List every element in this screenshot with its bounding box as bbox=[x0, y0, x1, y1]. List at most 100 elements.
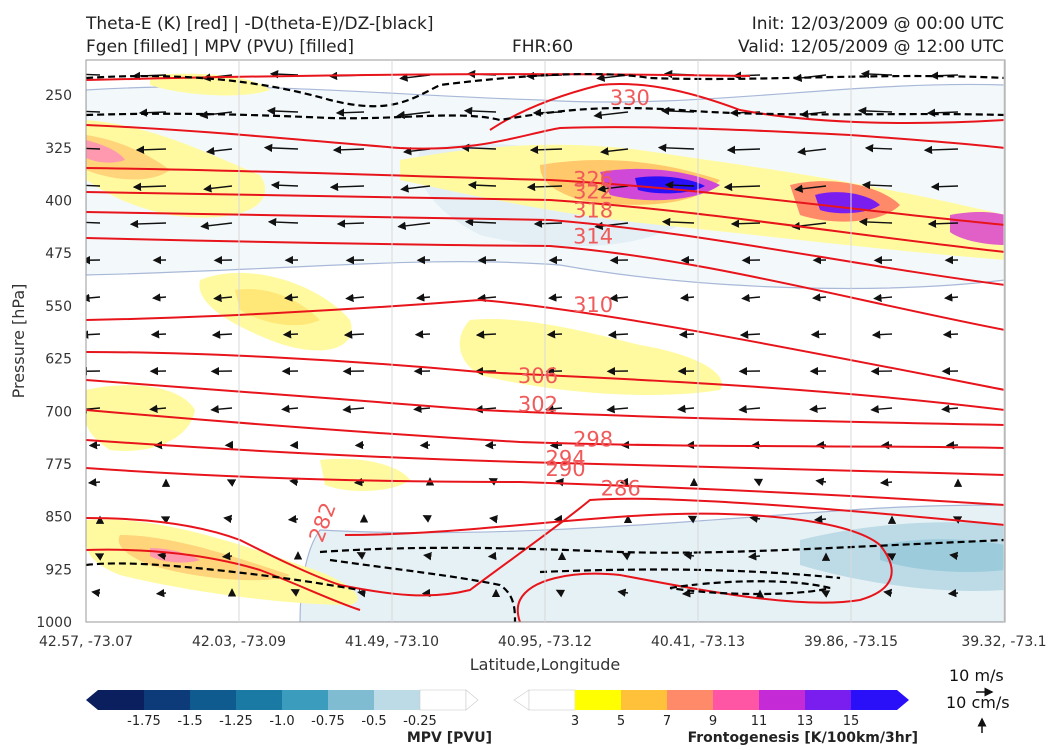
mpv-colorbar-swatch bbox=[374, 690, 420, 710]
wind-vectors bbox=[86, 69, 963, 598]
wind-vector bbox=[678, 330, 695, 339]
wind-vector bbox=[211, 330, 233, 339]
wind-vector bbox=[753, 478, 764, 487]
fgen-colorbar-extend bbox=[513, 689, 530, 711]
y-axis-ticks: 250 325 400 475 550 625 700 775 850 925 1000 bbox=[36, 88, 72, 631]
y-tick-label: 400 bbox=[45, 194, 72, 210]
valid-time: Valid: 12/05/2009 @ 12:00 UTC bbox=[738, 37, 1004, 57]
fgen-colorbar-swatch bbox=[667, 690, 713, 710]
wind-vector bbox=[487, 551, 497, 561]
wind-vector bbox=[548, 293, 563, 302]
wind-vector bbox=[155, 588, 167, 598]
wind-vector bbox=[329, 182, 365, 192]
wind-vector bbox=[152, 293, 167, 302]
dashed-contour bbox=[86, 106, 1005, 122]
theta-e-label: 310 bbox=[573, 293, 613, 317]
fgen-colorbar-swatch bbox=[528, 689, 576, 711]
fgen-colorbar-tick: 7 bbox=[663, 714, 671, 729]
fgen-region-5b bbox=[235, 289, 320, 326]
wind-vector bbox=[880, 440, 893, 450]
wind-vector bbox=[661, 217, 695, 227]
wind-vector bbox=[949, 551, 959, 561]
y-tick-label: 250 bbox=[45, 88, 72, 104]
theta-e-label: 286 bbox=[601, 477, 641, 501]
wind-vector bbox=[529, 145, 563, 155]
wind-vector bbox=[94, 553, 105, 561]
fgen-colorbar-tick: 11 bbox=[751, 714, 768, 729]
wind-vector bbox=[607, 330, 629, 339]
wind-vector bbox=[738, 405, 761, 414]
title-left-line-1: Theta-E (K) [red] | -D(theta-E)/DZ-[blac… bbox=[86, 14, 434, 34]
wind-vector bbox=[812, 293, 827, 302]
wind-vector bbox=[489, 515, 498, 524]
wind-vector bbox=[797, 147, 827, 156]
wind-vector bbox=[926, 108, 959, 117]
wind-vector bbox=[858, 217, 893, 227]
wind-vector bbox=[794, 184, 827, 193]
x-tick-label: 40.95, -73.12 bbox=[498, 634, 592, 650]
mpv-colorbar-extend bbox=[86, 690, 98, 710]
mpv-colorbar-extend bbox=[465, 689, 479, 711]
wind-vector bbox=[594, 221, 629, 231]
wind-vector bbox=[149, 404, 167, 413]
dashed-contour bbox=[329, 558, 517, 622]
wind-reference-vertical: 10 cm/s bbox=[946, 693, 1010, 712]
fgen-region-top bbox=[150, 73, 270, 96]
wind-vector bbox=[345, 293, 365, 303]
mpv-colorbar-swatch bbox=[236, 690, 282, 710]
wind-vector bbox=[813, 515, 827, 524]
theta-e-label: 322 bbox=[573, 179, 613, 203]
theta-e-label: 326 bbox=[573, 167, 613, 191]
wind-vector bbox=[290, 589, 300, 597]
theta-e-label: 314 bbox=[573, 224, 613, 248]
wind-vector bbox=[199, 110, 233, 119]
wind-vector bbox=[687, 515, 698, 524]
wind-vector bbox=[267, 217, 299, 227]
wind-vector bbox=[941, 404, 959, 413]
wind-vector bbox=[263, 143, 299, 153]
mpv-colorbar-tick: -1.75 bbox=[127, 714, 161, 729]
wind-vector bbox=[463, 106, 497, 116]
mpv-colorbar-tick: -1.25 bbox=[219, 714, 253, 729]
wind-vector bbox=[477, 293, 497, 303]
wind-vector bbox=[200, 221, 233, 230]
wind-vector bbox=[205, 146, 233, 156]
wind-vector bbox=[399, 73, 431, 82]
fgen-colorbar-tick: 15 bbox=[843, 714, 860, 729]
wind-vector bbox=[606, 405, 629, 414]
wind-vector bbox=[883, 588, 893, 598]
wind-vector bbox=[397, 221, 431, 230]
wind-vector bbox=[680, 293, 695, 302]
mpv-colorbar-swatch bbox=[328, 690, 374, 710]
wind-vector bbox=[226, 479, 237, 487]
fgen-colorbar-tick: 3 bbox=[571, 714, 579, 729]
wind-vector bbox=[87, 478, 101, 487]
mpv-colorbar-tick: -1.5 bbox=[177, 714, 202, 729]
mpv-low-core bbox=[880, 539, 1005, 572]
y-tick-label: 925 bbox=[45, 562, 72, 578]
wind-vector bbox=[809, 404, 827, 413]
wind-vector bbox=[86, 110, 101, 113]
wind-vector bbox=[129, 219, 167, 229]
wind-vector bbox=[870, 405, 893, 414]
wind-vector bbox=[929, 71, 959, 80]
mpv-colorbar-tick: -1.0 bbox=[269, 714, 294, 729]
fgen-colorbar-swatch bbox=[759, 690, 805, 710]
wind-vector bbox=[135, 145, 167, 154]
theta-e-label: 302 bbox=[518, 392, 558, 416]
wind-vector bbox=[533, 219, 563, 228]
y-tick-label: 325 bbox=[45, 141, 72, 157]
theta-e-contour bbox=[86, 497, 1005, 597]
fgen-colorbar-extend bbox=[897, 690, 909, 710]
wind-vector bbox=[416, 293, 431, 302]
wind-vector bbox=[335, 108, 365, 117]
theta-e-contours bbox=[86, 73, 1005, 622]
wind-vector bbox=[681, 589, 695, 598]
y-tick-label: 1000 bbox=[36, 615, 72, 631]
y-tick-label: 625 bbox=[45, 352, 72, 368]
dashed-contour bbox=[539, 568, 841, 580]
wind-vector bbox=[747, 552, 761, 561]
wind-vector bbox=[86, 330, 101, 339]
y-tick-label: 700 bbox=[45, 404, 72, 420]
wind-vector bbox=[741, 293, 761, 303]
